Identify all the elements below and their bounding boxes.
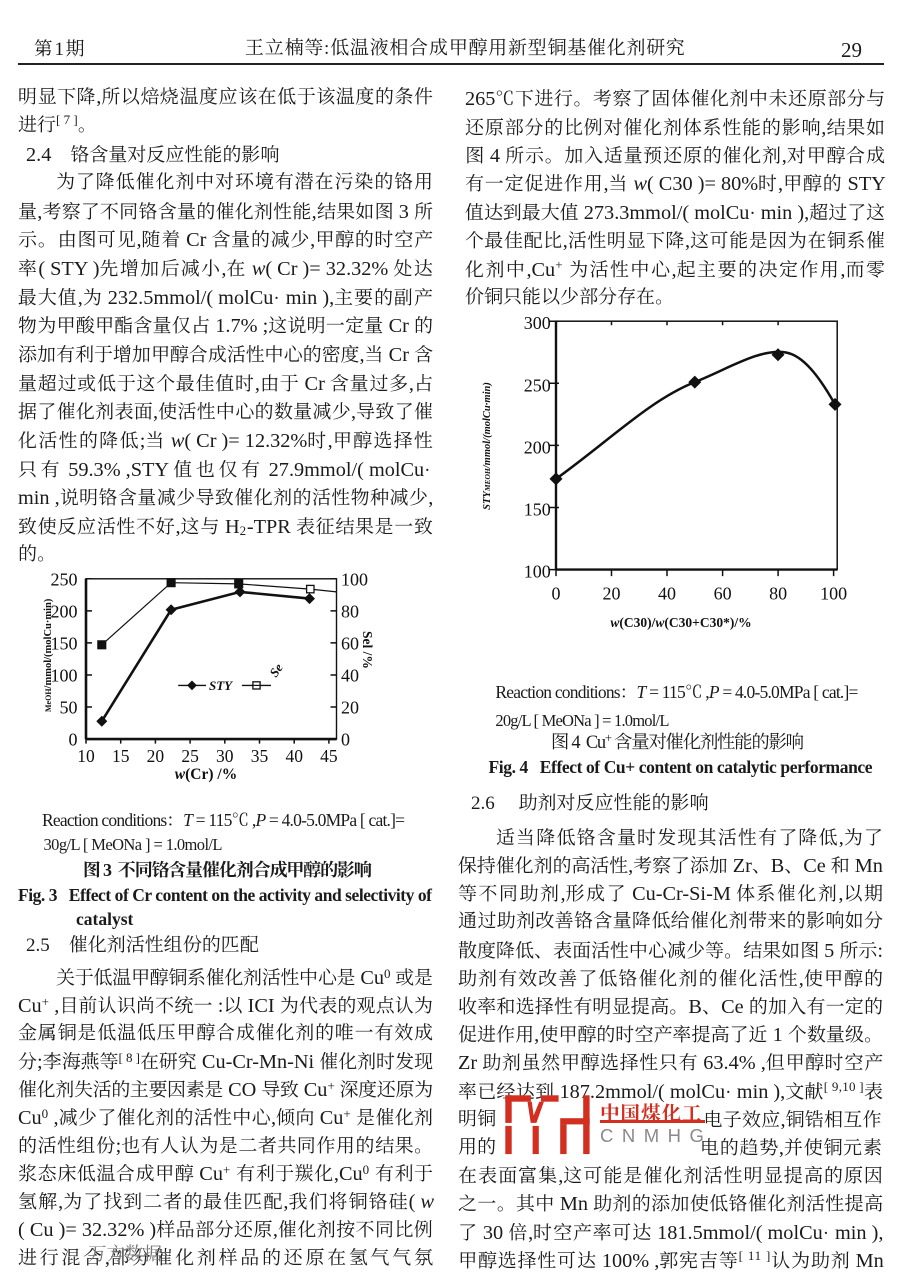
svg-text:STYMEOH/mmol/(molCu·min): STYMEOH/mmol/(molCu·min) [482,382,493,510]
svg-text:50: 50 [60,698,78,718]
svg-text:300: 300 [524,313,551,333]
svg-text:80: 80 [341,601,359,621]
svg-text:35: 35 [251,746,269,766]
svg-text:0: 0 [552,584,561,604]
svg-text:25: 25 [181,746,199,766]
svg-text:40: 40 [341,666,359,686]
svg-text:60: 60 [714,584,732,604]
svg-text:40: 40 [285,746,303,766]
svg-text:200: 200 [51,601,78,621]
svg-text:20: 20 [341,698,359,718]
svg-text:40: 40 [658,584,676,604]
svg-text:MeOH/mmol/(molCu·min): MeOH/mmol/(molCu·min) [43,598,54,712]
svg-text:200: 200 [524,437,551,457]
svg-text:250: 250 [524,375,551,395]
svg-text:10: 10 [77,746,95,766]
svg-text:w(C30)/w(C30+C30*)/%: w(C30)/w(C30+C30*)/% [610,615,751,630]
svg-text:100: 100 [820,584,847,604]
svg-text:60: 60 [341,633,359,653]
svg-text:20: 20 [603,584,621,604]
svg-text:w(Cr) /%: w(Cr) /% [175,766,237,783]
svg-text:250: 250 [51,570,78,589]
svg-text:80: 80 [769,584,787,604]
svg-text:150: 150 [51,633,78,653]
svg-text:Se: Se [266,660,286,679]
svg-text:45: 45 [320,746,338,766]
svg-text:0: 0 [341,730,350,750]
svg-text:100: 100 [51,666,78,686]
svg-text:STY: STY [209,678,233,693]
svg-text:20: 20 [147,746,165,766]
svg-text:0: 0 [69,730,78,750]
svg-text:Sel /%: Sel /% [360,631,375,669]
svg-text:15: 15 [112,746,130,766]
svg-text:100: 100 [341,570,368,589]
svg-text:30: 30 [216,746,234,766]
svg-text:100: 100 [524,562,551,582]
svg-text:150: 150 [524,500,551,520]
